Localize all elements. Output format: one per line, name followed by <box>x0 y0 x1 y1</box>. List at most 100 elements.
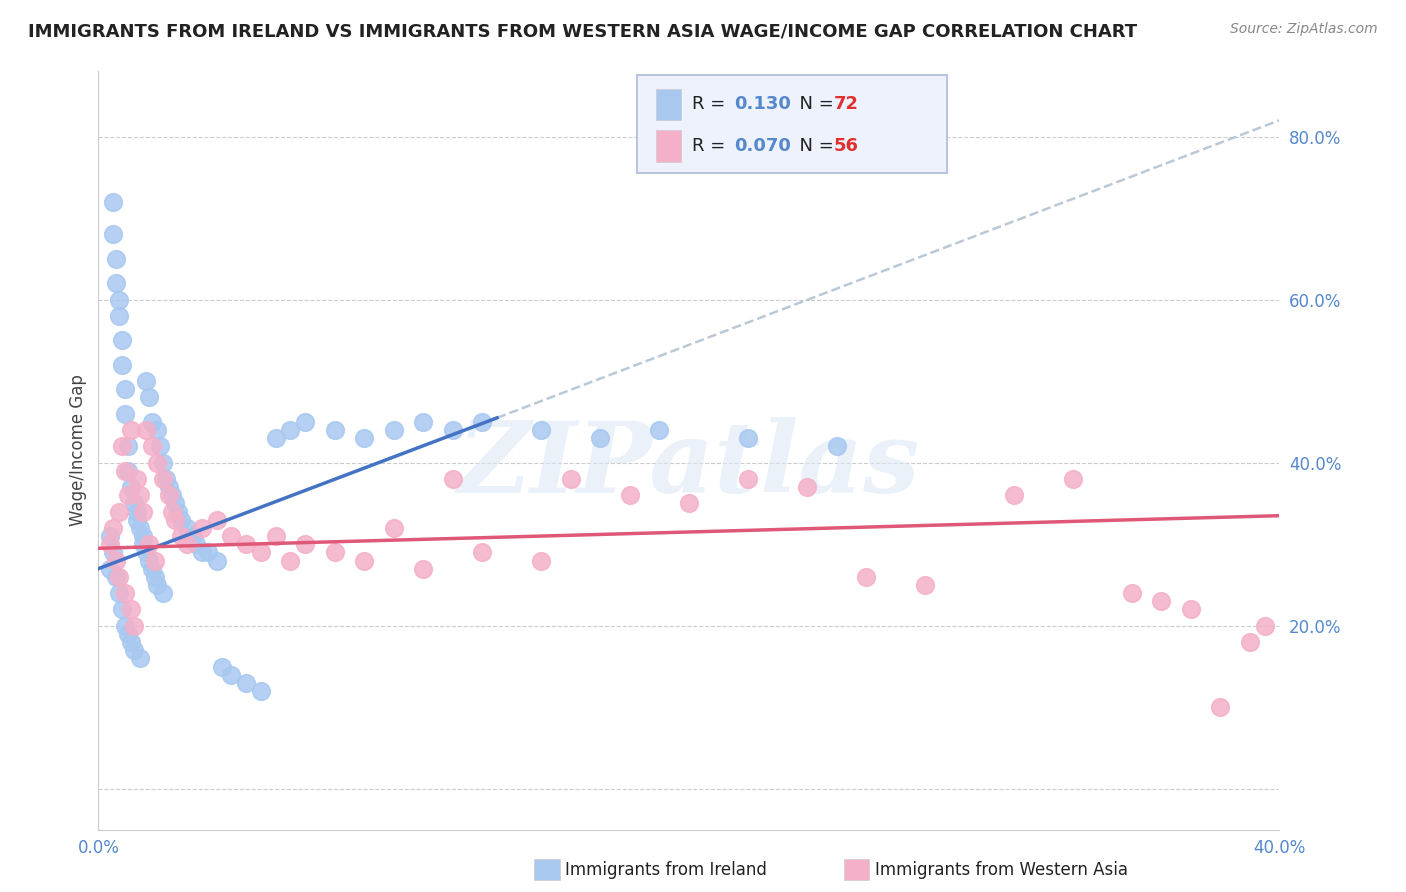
Text: Source: ZipAtlas.com: Source: ZipAtlas.com <box>1230 22 1378 37</box>
Point <box>648 423 671 437</box>
Point <box>105 252 128 266</box>
Point <box>221 667 243 681</box>
Point <box>323 545 346 559</box>
Point <box>138 391 160 405</box>
Point <box>98 562 121 576</box>
Point <box>157 480 180 494</box>
Point <box>235 675 257 690</box>
Point <box>264 529 287 543</box>
Point <box>176 537 198 551</box>
Point <box>125 505 148 519</box>
Point <box>122 643 145 657</box>
Point <box>114 586 136 600</box>
Point <box>152 472 174 486</box>
Point <box>796 480 818 494</box>
Point <box>111 602 134 616</box>
Point <box>191 521 214 535</box>
Point <box>165 496 187 510</box>
Point <box>111 334 134 348</box>
Point <box>235 537 257 551</box>
Point <box>353 431 375 445</box>
Point <box>294 415 316 429</box>
Point <box>205 513 228 527</box>
Point <box>117 464 139 478</box>
Point <box>103 194 125 209</box>
Point <box>135 374 157 388</box>
Point <box>170 529 193 543</box>
Point <box>135 545 157 559</box>
Point <box>264 431 287 445</box>
Point <box>103 545 125 559</box>
Point <box>120 423 142 437</box>
Point <box>855 570 877 584</box>
Point <box>117 627 139 641</box>
Text: N =: N = <box>787 95 839 113</box>
Point <box>103 521 125 535</box>
Point <box>152 586 174 600</box>
Text: ZIPatlas: ZIPatlas <box>458 417 920 514</box>
Point <box>108 570 131 584</box>
Point <box>114 382 136 396</box>
Point <box>108 309 131 323</box>
Point <box>111 439 134 453</box>
Point <box>191 545 214 559</box>
Point <box>221 529 243 543</box>
Point <box>135 423 157 437</box>
Point <box>120 635 142 649</box>
Point <box>122 496 145 510</box>
Point <box>412 415 434 429</box>
Point <box>184 537 207 551</box>
Point <box>122 619 145 633</box>
Point <box>1150 594 1173 608</box>
Point <box>250 684 273 698</box>
Point <box>108 505 131 519</box>
Point <box>441 472 464 486</box>
Point <box>152 456 174 470</box>
Point <box>1239 635 1261 649</box>
Text: 72: 72 <box>834 95 859 113</box>
Point <box>125 472 148 486</box>
Y-axis label: Wage/Income Gap: Wage/Income Gap <box>69 375 87 526</box>
Point <box>149 439 172 453</box>
Point <box>176 521 198 535</box>
Point <box>128 488 150 502</box>
Point <box>471 545 494 559</box>
Text: Immigrants from Ireland: Immigrants from Ireland <box>565 861 768 879</box>
Point <box>162 488 183 502</box>
Point <box>108 586 131 600</box>
Point <box>165 513 187 527</box>
Point <box>114 407 136 421</box>
Point <box>1254 619 1277 633</box>
Text: R =: R = <box>692 137 731 155</box>
Point <box>132 529 155 543</box>
Text: 0.130: 0.130 <box>734 95 792 113</box>
Point <box>120 602 142 616</box>
Point <box>111 358 134 372</box>
Point <box>105 277 128 291</box>
Point <box>128 651 150 665</box>
Point <box>412 562 434 576</box>
Point <box>146 423 169 437</box>
Point <box>125 513 148 527</box>
Point <box>141 415 163 429</box>
Point <box>1062 472 1084 486</box>
Point <box>120 480 142 494</box>
Point <box>441 423 464 437</box>
Point <box>471 415 494 429</box>
Point <box>353 553 375 567</box>
Point <box>170 513 193 527</box>
Point <box>105 553 128 567</box>
Point <box>143 570 166 584</box>
Text: 0.070: 0.070 <box>734 137 792 155</box>
Text: 56: 56 <box>834 137 859 155</box>
Point <box>1121 586 1143 600</box>
Point <box>167 505 190 519</box>
Point <box>141 562 163 576</box>
Point <box>98 529 121 543</box>
Point <box>146 456 169 470</box>
Point <box>280 423 302 437</box>
Point <box>737 431 759 445</box>
Point <box>114 464 136 478</box>
Point <box>146 578 169 592</box>
Point <box>211 659 233 673</box>
